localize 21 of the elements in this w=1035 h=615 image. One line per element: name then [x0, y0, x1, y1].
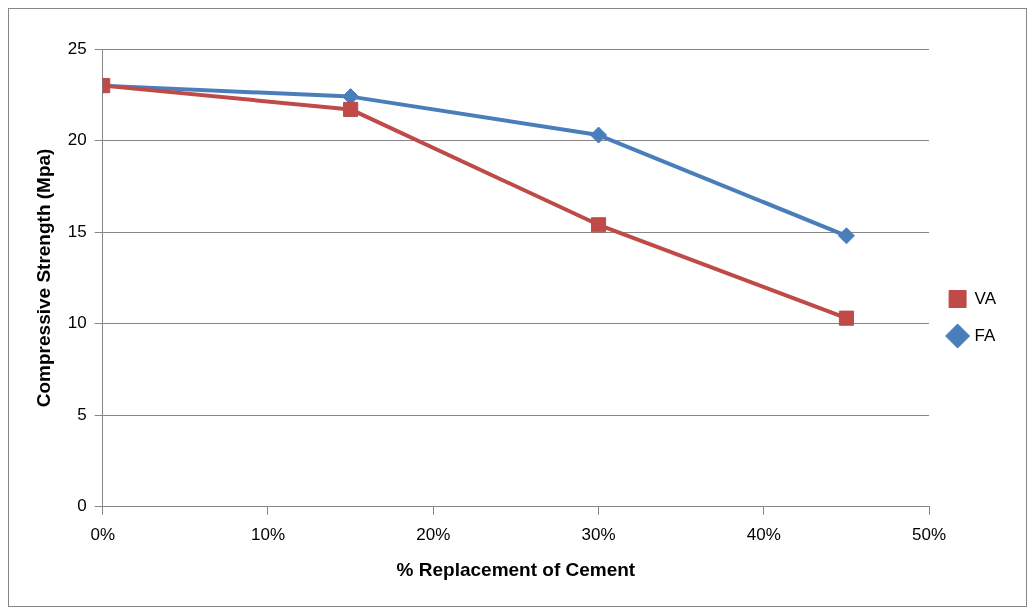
y-tick-label: 20: [67, 130, 87, 150]
y-tick-label: 15: [67, 221, 87, 241]
y-tick-label: 25: [67, 38, 87, 58]
point: [590, 217, 607, 233]
y-axis-title: Compressive Strength (Mpa): [32, 148, 54, 408]
point: [343, 101, 359, 117]
x-axis-title: % Replacement of Cement: [396, 558, 636, 580]
x-tick-label: 50%: [912, 524, 947, 544]
y-tick-label: 10: [67, 313, 87, 333]
x-tick-label: 30%: [581, 524, 616, 544]
y-tick-label: 5: [77, 404, 87, 424]
x-tick-label: 10%: [250, 524, 285, 544]
legend-label: FA: [974, 325, 997, 345]
x-tick-label: 0%: [90, 524, 115, 544]
point: [837, 227, 855, 245]
point: [590, 126, 608, 144]
x-tick-label: 20%: [416, 524, 451, 544]
x-tick-label: 40%: [746, 524, 781, 544]
legend-label: VA: [974, 288, 997, 308]
point: [838, 310, 855, 326]
y-tick-label: 0: [77, 496, 87, 516]
